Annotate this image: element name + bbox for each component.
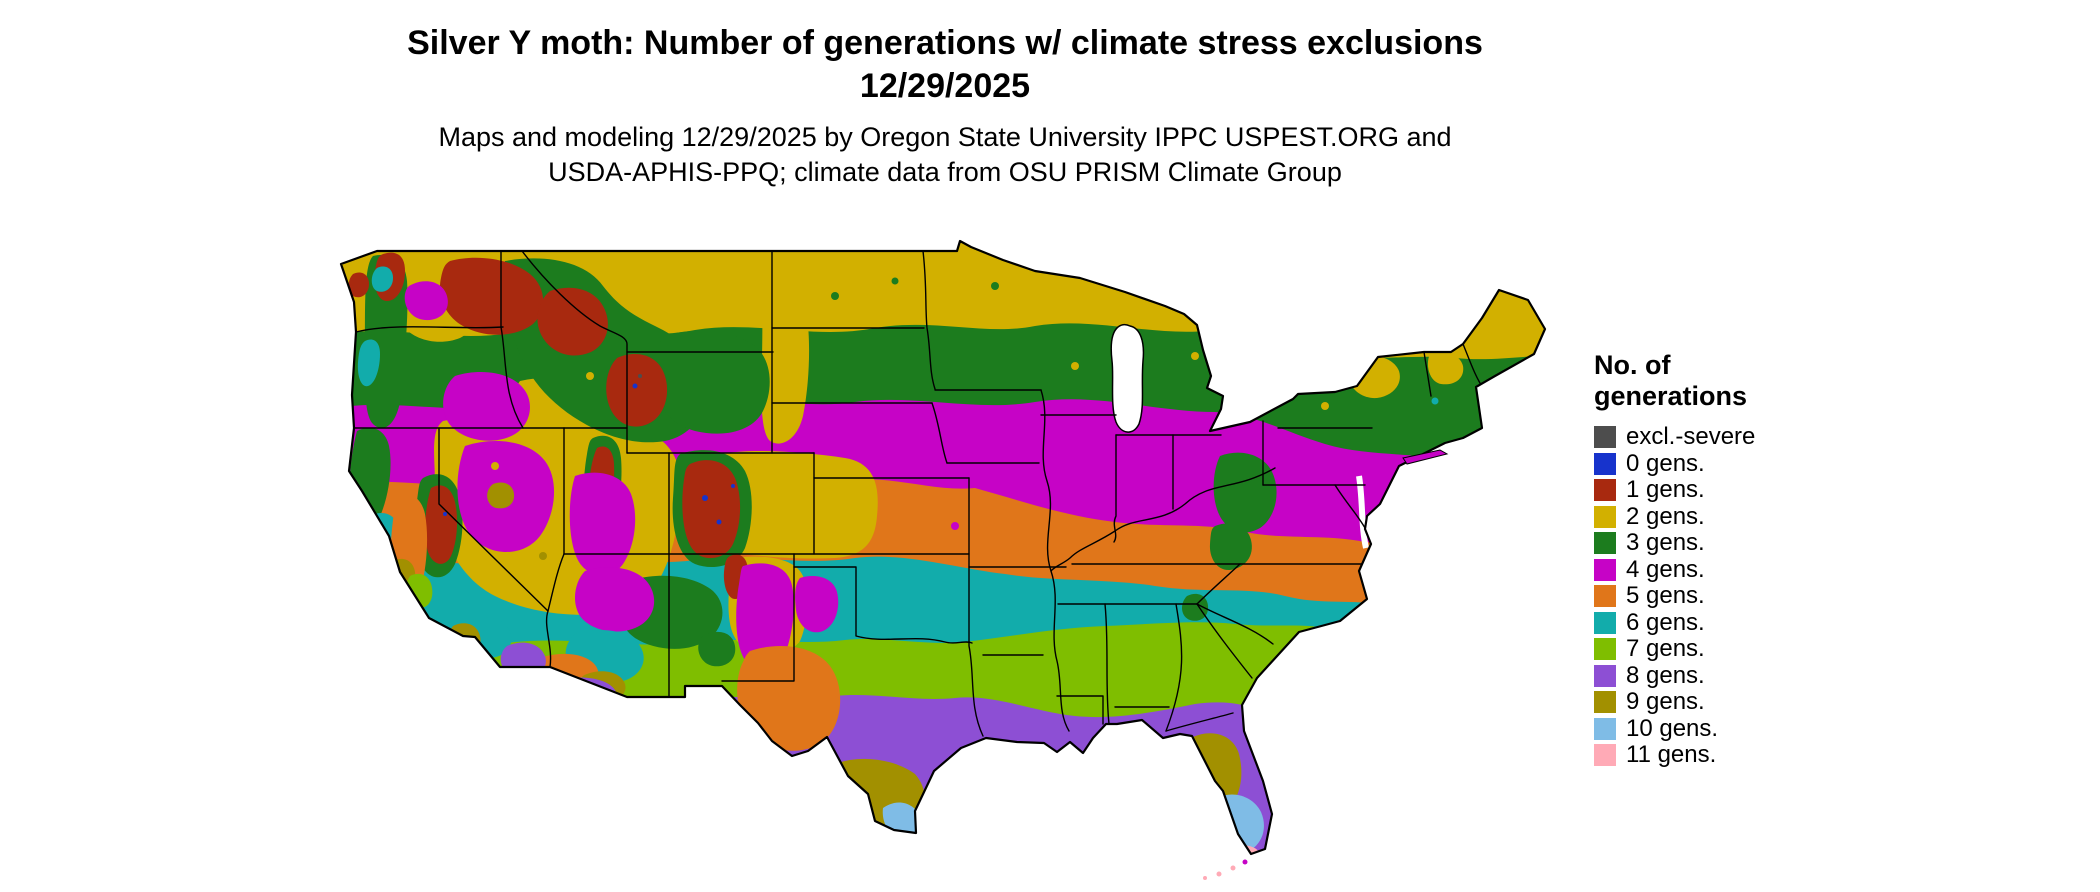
region-3-gens-south-nm (698, 631, 736, 667)
legend-swatch (1594, 638, 1616, 661)
region-3-gens-wyoming-mass (656, 330, 770, 434)
legend-swatch (1594, 452, 1616, 475)
region-2-gens-montana-plains (761, 286, 810, 444)
legend-label: 0 gens. (1626, 449, 1705, 477)
legend-item: 11 gens. (1594, 741, 1755, 769)
region-8-gens-band (341, 695, 1545, 854)
region-4-gens-central-wa (404, 281, 448, 321)
region-6-gens-willamette (357, 339, 380, 387)
legend-item: 1 gens. (1594, 476, 1755, 504)
region-3-gens-cascades (364, 254, 408, 429)
region-6-gens-puget (371, 266, 393, 292)
legend-swatch (1594, 532, 1616, 555)
map-svg (339, 239, 1547, 880)
legend-item: 4 gens. (1594, 555, 1755, 584)
state-borders (351, 250, 1484, 737)
legend-label: 1 gens. (1626, 476, 1705, 504)
region-3-gens-north-georgia (1181, 593, 1209, 621)
legend-label: 10 gens. (1626, 714, 1719, 742)
legend-swatch (1594, 479, 1616, 502)
legend-swatch (1594, 691, 1616, 714)
legend-swatch (1594, 558, 1616, 581)
region-4-gens-utah (569, 472, 636, 576)
legend: No. of generations excl.-severe 0 gens. … (1594, 350, 1755, 769)
legend-swatch (1594, 744, 1616, 767)
chesapeake-bay (1356, 475, 1369, 549)
legend-item: 0 gens. (1594, 449, 1755, 478)
legend-items: excl.-severe 0 gens. 1 gens. 2 gens. 3 g… (1594, 423, 1756, 769)
legend-item: 5 gens. (1594, 582, 1755, 610)
map-fill-layer (341, 241, 1545, 854)
us-outline (339, 239, 1547, 856)
region-1-gens-yellowstone (606, 354, 668, 427)
subtitle-block: Maps and modeling 12/29/2025 by Oregon S… (0, 120, 1890, 190)
legend-swatch (1594, 664, 1616, 687)
legend-item: 9 gens. (1594, 688, 1755, 716)
legend-title: No. of generations (1594, 350, 1755, 412)
map-title: Silver Y moth: Number of generations w/ … (407, 24, 1483, 62)
region-1-gens-olympics (348, 272, 369, 298)
legend-item: 10 gens. (1594, 714, 1755, 743)
region-4-gens-east-nm (736, 563, 794, 670)
region-8-gens-imperial (500, 642, 546, 678)
florida-keys-dots (1203, 859, 1248, 880)
credits-line-1: Maps and modeling 12/29/2025 by Oregon S… (438, 122, 1452, 152)
legend-item: 6 gens. (1594, 608, 1755, 637)
region-9-gens-nevada-spot (487, 482, 515, 509)
legend-label: 3 gens. (1626, 529, 1705, 557)
region-2-gens-white-mountains (1427, 352, 1464, 385)
region-3-gens-wv (1209, 523, 1252, 571)
legend-item: 8 gens. (1594, 661, 1755, 690)
legend-label: 11 gens. (1626, 741, 1717, 769)
legend-item: 2 gens. (1594, 502, 1755, 531)
region-4-gens-tx-panhandle (795, 575, 839, 633)
legend-label: 2 gens. (1626, 502, 1705, 530)
legend-item: 7 gens. (1594, 635, 1755, 663)
region-1-gens-sierra-crest (425, 485, 458, 564)
lake-michigan (1110, 323, 1145, 433)
region-1-gens-north-idaho (439, 257, 544, 335)
legend-label: 7 gens. (1626, 635, 1705, 663)
map-date: 12/29/2025 (859, 66, 1031, 105)
legend-title-line-2: generations (1594, 381, 1748, 412)
legend-item: excl.-severe (1594, 423, 1756, 451)
region-5-gens-west-texas (737, 646, 841, 751)
legend-label: excl.-severe (1626, 423, 1756, 451)
legend-swatch (1594, 585, 1616, 608)
legend-label: 4 gens. (1626, 555, 1705, 583)
region-3-gens-appalachians (1213, 452, 1277, 533)
legend-label: 6 gens. (1626, 608, 1705, 636)
legend-swatch (1594, 505, 1616, 528)
legend-swatch (1594, 426, 1616, 449)
us-generations-map (335, 226, 1555, 884)
region-1-gens-west-montana (537, 287, 608, 356)
legend-swatch (1594, 717, 1616, 740)
legend-swatch (1594, 611, 1616, 634)
legend-label: 9 gens. (1626, 688, 1705, 716)
region-1-gens-colorado (682, 460, 741, 559)
legend-label: 5 gens. (1626, 582, 1705, 610)
credits-line-2: USDA-APHIS-PPQ; climate data from OSU PR… (548, 157, 1342, 188)
legend-label: 8 gens. (1626, 661, 1705, 689)
long-island (1402, 449, 1449, 465)
legend-item: 3 gens. (1594, 529, 1755, 557)
title-block: Silver Y moth: Number of generations w/ … (0, 22, 1890, 107)
legend-title-line-1: No. of (1594, 350, 1671, 380)
region-4-gens-north-az (574, 567, 655, 632)
region-4-gens-se-oregon (443, 372, 530, 441)
